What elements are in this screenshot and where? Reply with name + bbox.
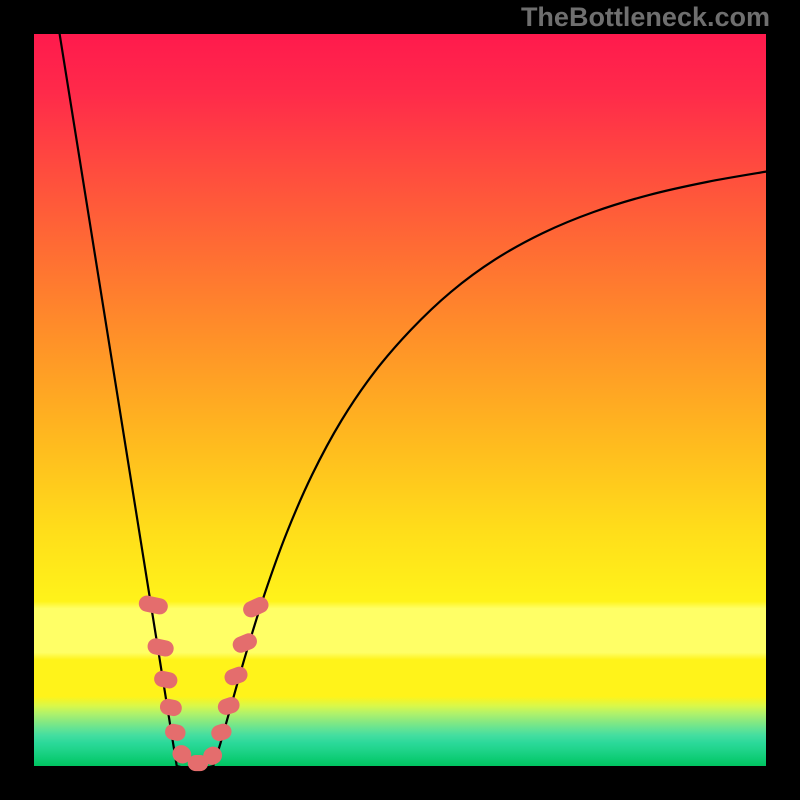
curve-marker (146, 637, 175, 658)
watermark-text: TheBottleneck.com (521, 2, 770, 33)
curve-layer (34, 34, 766, 766)
curve-marker (222, 664, 250, 687)
curve-marker (240, 594, 271, 620)
curve-marker (230, 631, 259, 655)
bottleneck-curve (60, 34, 766, 769)
curve-marker (216, 695, 242, 717)
curve-marker (137, 594, 169, 616)
curve-markers (137, 594, 271, 771)
curve-marker (209, 722, 233, 744)
plot-area (34, 34, 766, 766)
curve-marker (158, 697, 183, 717)
curve-marker (153, 669, 179, 690)
curve-marker (164, 722, 187, 742)
